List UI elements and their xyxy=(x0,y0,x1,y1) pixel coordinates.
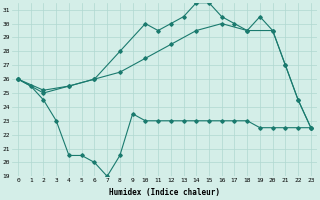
X-axis label: Humidex (Indice chaleur): Humidex (Indice chaleur) xyxy=(109,188,220,197)
